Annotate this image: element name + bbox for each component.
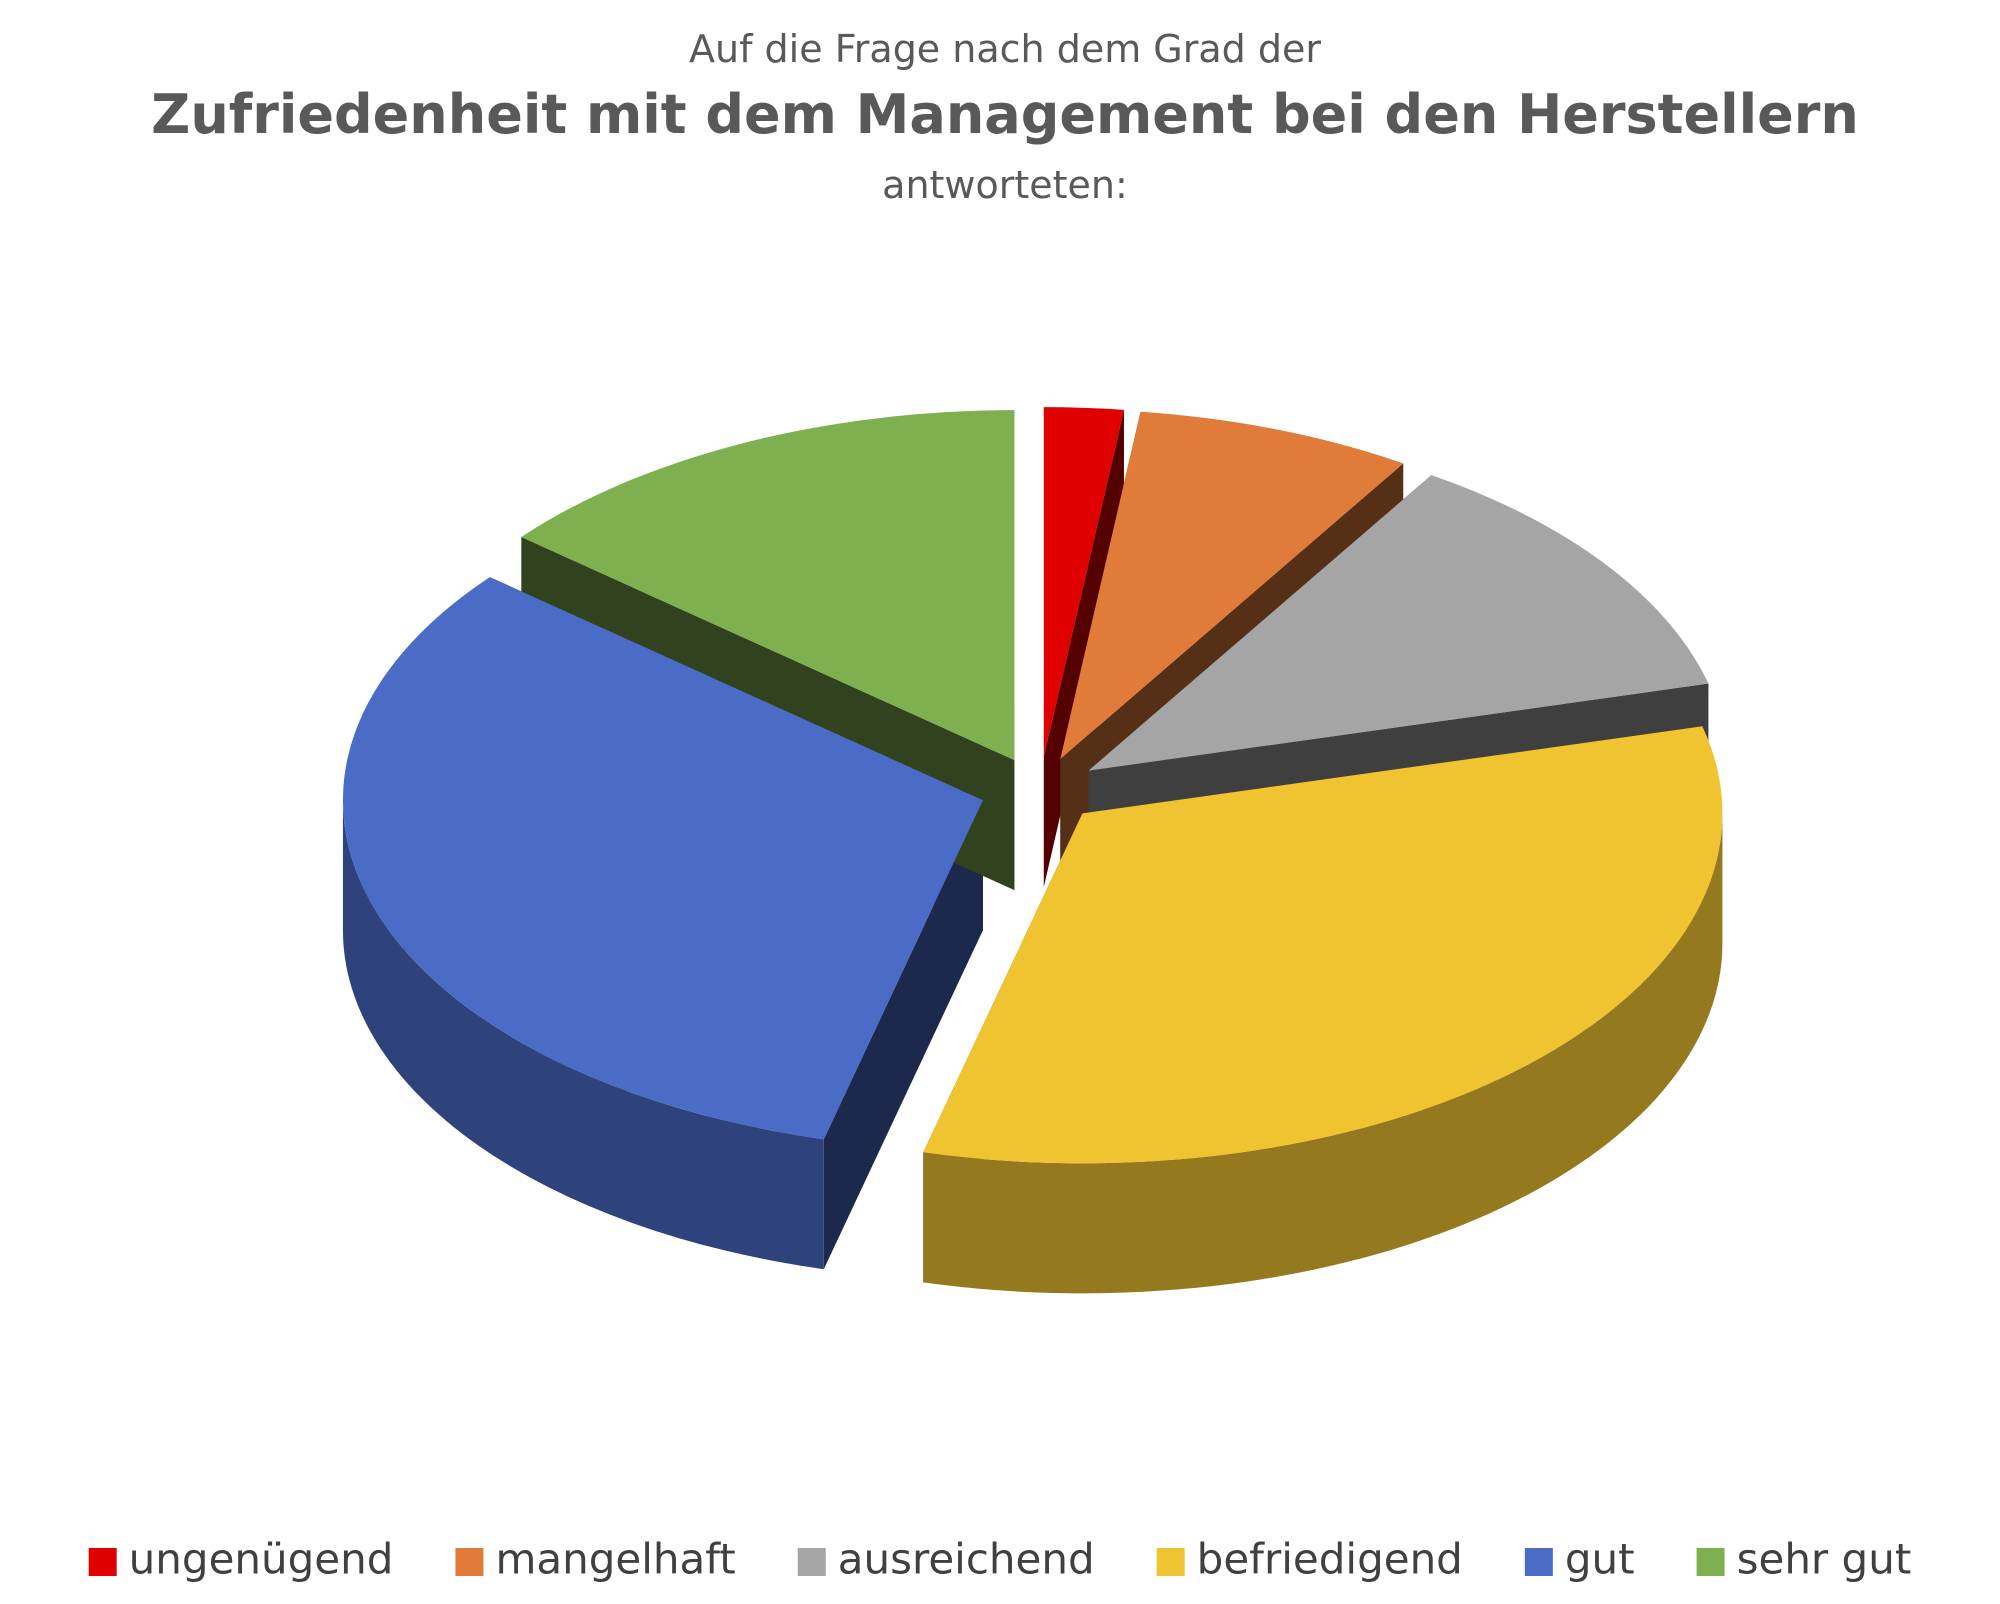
legend: ungenügend mangelhaft ausreichend befriedig… — [88, 1535, 1912, 1584]
legend-item: mangelhaft — [455, 1535, 736, 1584]
legend-label: gut — [1565, 1535, 1635, 1584]
slice-side — [342, 800, 824, 1270]
legend-swatch — [1696, 1548, 1725, 1576]
pie-slice — [342, 577, 983, 1140]
legend-label: sehr gut — [1737, 1535, 1912, 1584]
legend-item: ausreichend — [797, 1535, 1095, 1584]
legend-swatch — [797, 1548, 826, 1576]
pie-slice — [923, 726, 1723, 1164]
legend-swatch — [1156, 1548, 1185, 1576]
legend-item: gut — [1524, 1535, 1635, 1584]
slice-side — [923, 813, 1723, 1294]
legend-swatch — [88, 1548, 117, 1576]
legend-swatch — [1524, 1548, 1553, 1576]
legend-swatch — [455, 1548, 484, 1576]
pie-slice — [521, 410, 1015, 761]
legend-item: sehr gut — [1696, 1535, 1912, 1584]
pie-tops — [342, 407, 1723, 1164]
pie-slice — [1060, 411, 1404, 759]
chart-subtitle: antworteten: — [882, 163, 1128, 207]
legend-label: ungenügend — [129, 1535, 394, 1584]
legend-label: mangelhaft — [495, 1535, 735, 1584]
pie-slice — [1043, 407, 1124, 758]
legend-item: befriedigend — [1156, 1535, 1463, 1584]
chart-title: Zufriedenheit mit dem Management bei den… — [151, 83, 1859, 146]
legend-label: ausreichend — [838, 1535, 1095, 1584]
slice-cut-face — [823, 800, 983, 1270]
legend-item: ungenügend — [88, 1535, 394, 1584]
chart-pretitle: Auf die Frage nach dem Grad der — [689, 27, 1321, 71]
pie-slice — [1088, 475, 1709, 771]
legend-label: befriedigend — [1197, 1535, 1463, 1584]
